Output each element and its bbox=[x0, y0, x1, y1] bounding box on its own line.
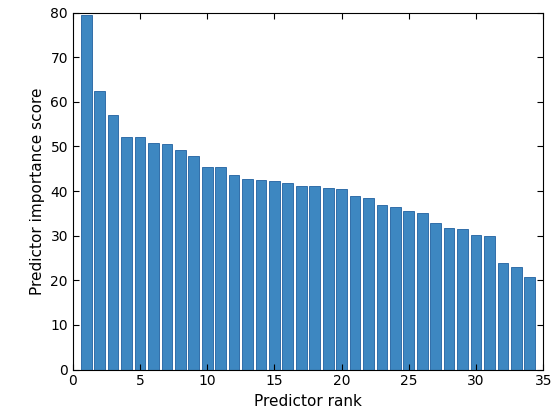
Bar bbox=[108, 115, 119, 370]
Bar bbox=[349, 197, 361, 370]
Bar bbox=[524, 277, 535, 370]
Bar bbox=[148, 143, 159, 370]
Bar bbox=[94, 91, 105, 370]
X-axis label: Predictor rank: Predictor rank bbox=[254, 394, 362, 409]
Bar bbox=[255, 180, 267, 370]
Bar bbox=[497, 262, 508, 370]
Bar bbox=[309, 186, 320, 370]
Bar bbox=[457, 229, 468, 370]
Bar bbox=[134, 136, 146, 370]
Bar bbox=[444, 228, 455, 370]
Bar bbox=[269, 181, 280, 370]
Bar bbox=[228, 176, 240, 370]
Bar bbox=[161, 144, 172, 370]
Bar bbox=[484, 236, 495, 370]
Bar bbox=[188, 156, 199, 370]
Bar bbox=[323, 187, 334, 370]
Bar bbox=[175, 150, 186, 370]
Bar bbox=[81, 15, 92, 370]
Bar bbox=[470, 235, 482, 370]
Bar bbox=[202, 167, 213, 370]
Bar bbox=[242, 178, 253, 370]
Bar bbox=[430, 223, 441, 370]
Bar bbox=[390, 207, 401, 370]
Bar bbox=[121, 136, 132, 370]
Bar bbox=[376, 205, 388, 370]
Bar bbox=[282, 183, 293, 370]
Bar bbox=[403, 211, 414, 370]
Bar bbox=[215, 167, 226, 370]
Y-axis label: Predictor importance score: Predictor importance score bbox=[30, 87, 45, 295]
Bar bbox=[363, 198, 374, 370]
Bar bbox=[511, 267, 522, 370]
Bar bbox=[417, 213, 428, 370]
Bar bbox=[336, 189, 347, 370]
Bar bbox=[296, 186, 307, 370]
